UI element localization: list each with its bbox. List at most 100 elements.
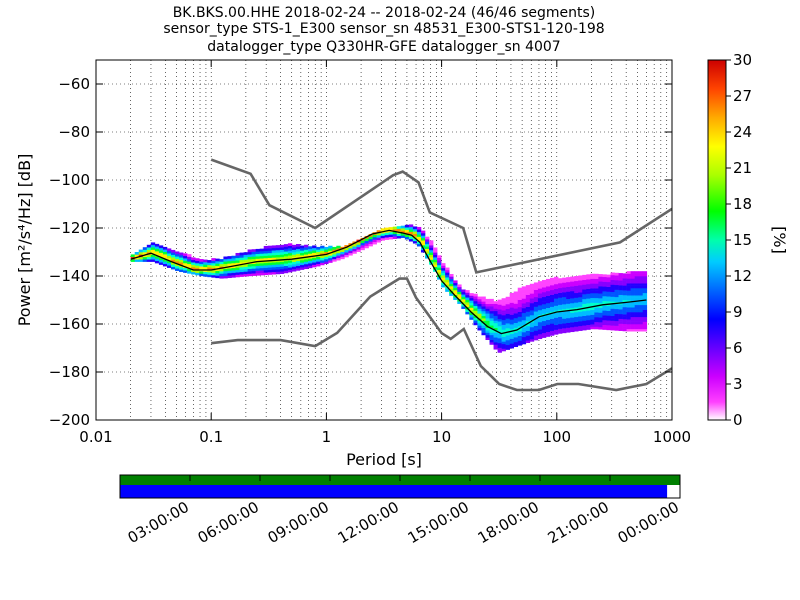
heatmap-cell: [638, 285, 644, 289]
heatmap-cell: [545, 283, 551, 287]
heatmap-cell: [529, 331, 535, 335]
heatmap-cell: [550, 301, 555, 305]
heatmap-cell: [150, 242, 156, 246]
heatmap-cell: [239, 259, 244, 263]
heatmap-cell: [231, 255, 236, 259]
heatmap-cell: [259, 267, 265, 271]
x-tick-label: 0.01: [79, 428, 112, 446]
heatmap-cell: [283, 265, 289, 269]
heatmap-cell: [554, 307, 559, 311]
heatmap-cell: [642, 280, 648, 284]
heatmap-cell: [279, 249, 285, 253]
heatmap-cell: [570, 281, 575, 285]
heatmap-cell: [497, 318, 502, 322]
heatmap-cell: [578, 316, 583, 319]
heatmap-cell: [590, 319, 595, 323]
heatmap-cell: [554, 312, 559, 316]
heatmap-cell: [384, 234, 390, 238]
heatmap-cell: [550, 321, 555, 324]
heatmap-cell: [622, 323, 627, 327]
heatmap-cell: [622, 314, 627, 317]
heatmap-cell: [267, 255, 273, 258]
heatmap-cell: [215, 258, 220, 262]
heatmap-cell: [263, 267, 269, 271]
heatmap-cell: [598, 307, 603, 311]
heatmap-cell: [513, 301, 519, 304]
heatmap-cell: [162, 256, 168, 260]
heatmap-cell: [497, 304, 502, 308]
heatmap-cell: [263, 262, 269, 266]
heatmap-cell: [594, 290, 599, 294]
heatmap-cell: [412, 238, 418, 242]
heatmap-cell: [485, 301, 490, 305]
heatmap-cell: [606, 315, 611, 319]
heatmap-cell: [570, 312, 575, 316]
heatmap-cell: [521, 303, 527, 306]
heatmap-cell: [195, 265, 200, 269]
heatmap-cell: [239, 264, 244, 268]
heatmap-cell: [158, 259, 164, 263]
heatmap-cell: [537, 324, 543, 328]
heatmap-cell: [449, 288, 454, 292]
heatmap-cell: [626, 290, 631, 294]
heatmap-cell: [283, 256, 289, 259]
heatmap-cell: [610, 291, 615, 295]
heatmap-cell: [275, 254, 281, 258]
heatmap-cell: [332, 246, 337, 250]
heatmap-cell: [630, 302, 635, 306]
heatmap-cell: [594, 302, 599, 306]
heatmap-cell: [295, 251, 301, 254]
heatmap-cell: [533, 325, 539, 329]
heatmap-cell: [219, 261, 224, 265]
heatmap-cell: [642, 319, 648, 322]
heatmap-cell: [622, 316, 627, 320]
heatmap-cell: [550, 280, 555, 283]
heatmap-cell: [533, 332, 539, 336]
heatmap-cell: [497, 347, 502, 351]
heatmap-cell: [642, 292, 648, 296]
heatmap-cell: [408, 226, 414, 230]
heatmap-cell: [183, 267, 188, 271]
heatmap-cell: [517, 290, 523, 293]
heatmap-cell: [497, 316, 502, 320]
heatmap-cell: [622, 297, 627, 301]
heatmap-cell: [541, 282, 547, 286]
heatmap-cell: [493, 342, 498, 345]
heatmap-cell: [437, 264, 442, 268]
heatmap-cell: [626, 324, 631, 327]
heatmap-cell: [134, 256, 140, 260]
heatmap-cell: [356, 244, 361, 248]
heatmap-cell: [235, 255, 240, 259]
heatmap-cell: [582, 308, 587, 312]
heatmap-cell: [618, 306, 623, 310]
heatmap-cell: [509, 331, 515, 335]
heatmap-cell: [630, 290, 635, 294]
heatmap-cell: [541, 301, 547, 305]
heatmap-cell: [545, 310, 551, 313]
heatmap-cell: [275, 266, 281, 270]
heatmap-cell: [324, 251, 329, 255]
heatmap-cell: [235, 262, 240, 266]
heatmap-cell: [529, 338, 535, 342]
heatmap-cell: [275, 245, 281, 248]
heatmap-cell: [606, 293, 611, 297]
heatmap-cell: [158, 245, 164, 249]
heatmap-cell: [537, 283, 543, 287]
curve-nlnm: [211, 277, 672, 392]
heatmap-cell: [614, 325, 619, 329]
heatmap-cell: [291, 247, 297, 250]
heatmap-cell: [642, 285, 648, 289]
heatmap-cell: [618, 289, 623, 293]
colorbar-tick-label: 3: [733, 375, 743, 393]
heatmap-cell: [300, 250, 305, 254]
heatmap-cell: [574, 297, 579, 301]
heatmap-cell: [376, 232, 381, 236]
heatmap-cell: [287, 252, 293, 256]
heatmap-cell: [441, 279, 446, 283]
heatmap-cell: [509, 295, 515, 299]
heatmap-cell: [255, 265, 261, 269]
heatmap-cell: [473, 303, 478, 307]
heatmap-cell: [638, 280, 644, 284]
heatmap-cell: [602, 288, 607, 292]
heatmap-cell: [469, 317, 474, 320]
